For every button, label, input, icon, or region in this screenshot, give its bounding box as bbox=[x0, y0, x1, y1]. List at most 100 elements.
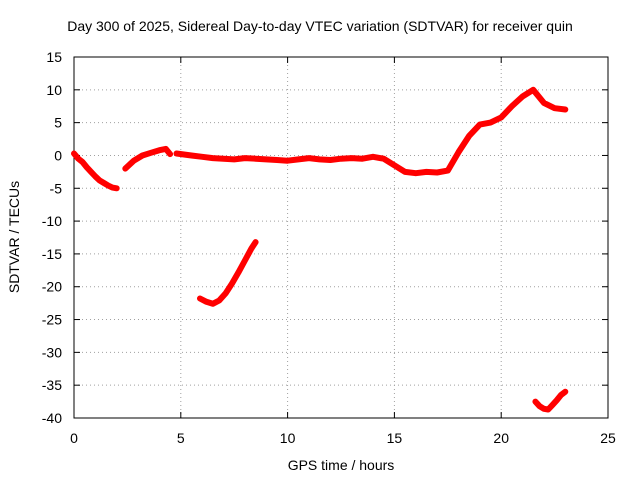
y-tick-label: -5 bbox=[50, 180, 63, 196]
series-line bbox=[197, 239, 259, 307]
data-point bbox=[235, 269, 241, 275]
x-tick-label: 0 bbox=[70, 430, 78, 446]
data-point bbox=[242, 155, 248, 161]
data-point bbox=[545, 406, 551, 412]
y-tick-label: -40 bbox=[42, 410, 62, 426]
data-point bbox=[477, 122, 483, 128]
data-point bbox=[423, 169, 429, 175]
data-point bbox=[558, 392, 564, 398]
y-tick-label: -20 bbox=[42, 279, 62, 295]
data-point bbox=[210, 301, 216, 307]
data-point bbox=[248, 246, 254, 252]
data-point bbox=[71, 150, 77, 156]
data-point bbox=[285, 158, 291, 164]
y-tick-label: -10 bbox=[42, 213, 62, 229]
data-point bbox=[109, 185, 115, 191]
data-point bbox=[466, 133, 472, 139]
data-point bbox=[101, 180, 107, 186]
plot-frame bbox=[73, 56, 609, 419]
data-point bbox=[163, 146, 169, 152]
grid-lines bbox=[74, 57, 608, 418]
data-point bbox=[221, 156, 227, 162]
y-tick-label: -25 bbox=[42, 312, 62, 328]
data-point bbox=[413, 170, 419, 176]
data-point bbox=[263, 156, 269, 162]
data-point bbox=[488, 120, 494, 126]
data-point bbox=[327, 157, 333, 163]
data-point bbox=[84, 164, 90, 170]
data-point bbox=[349, 155, 355, 161]
data-point bbox=[509, 103, 515, 109]
data-point bbox=[97, 177, 103, 183]
data-point bbox=[541, 406, 547, 412]
data-point bbox=[455, 149, 461, 155]
data-point bbox=[223, 290, 229, 296]
data-point bbox=[88, 169, 94, 175]
data-point bbox=[562, 389, 568, 395]
series-line bbox=[122, 145, 174, 172]
data-point bbox=[338, 156, 344, 162]
data-point bbox=[156, 147, 162, 153]
data-point bbox=[253, 239, 259, 245]
data-point bbox=[253, 156, 259, 162]
x-tick-label: 10 bbox=[280, 430, 296, 446]
x-tick-label: 5 bbox=[177, 430, 185, 446]
data-point bbox=[274, 157, 280, 163]
y-tick-label: -35 bbox=[42, 377, 62, 393]
y-tick-label: 15 bbox=[46, 49, 62, 65]
data-point bbox=[139, 152, 145, 158]
data-point bbox=[114, 185, 120, 191]
data-point bbox=[105, 183, 111, 189]
data-point bbox=[295, 156, 301, 162]
data-point bbox=[92, 173, 98, 179]
data-point bbox=[537, 403, 543, 409]
x-tick-label: 25 bbox=[600, 430, 616, 446]
data-point bbox=[434, 170, 440, 176]
x-axis-label: GPS time / hours bbox=[287, 457, 395, 473]
data-point bbox=[210, 155, 216, 161]
data-point bbox=[167, 151, 173, 157]
data-point bbox=[197, 296, 203, 302]
data-point bbox=[532, 399, 538, 405]
data-point bbox=[188, 152, 194, 158]
y-axis-ticks: 15 10 5 0 -5 -10 -15 -20 -25 -30 -35 -40 bbox=[42, 49, 608, 426]
data-point bbox=[498, 114, 504, 120]
data-point bbox=[445, 168, 451, 174]
data-point bbox=[203, 299, 209, 305]
data-point bbox=[131, 158, 137, 164]
data-point bbox=[122, 166, 128, 172]
y-tick-label: -15 bbox=[42, 246, 62, 262]
y-tick-label: -30 bbox=[42, 344, 62, 360]
data-point bbox=[391, 162, 397, 168]
data-point bbox=[231, 156, 237, 162]
data-point bbox=[75, 156, 81, 162]
data-point bbox=[199, 154, 205, 160]
data-point bbox=[317, 156, 323, 162]
data-point bbox=[242, 257, 248, 263]
x-axis-ticks: 0 5 10 15 20 25 bbox=[70, 57, 616, 446]
data-point bbox=[359, 156, 365, 162]
data-point bbox=[552, 105, 558, 111]
data-series bbox=[71, 86, 569, 413]
y-tick-label: 0 bbox=[54, 147, 62, 163]
data-point bbox=[402, 169, 408, 175]
data-point bbox=[381, 156, 387, 162]
x-tick-label: 15 bbox=[387, 430, 403, 446]
data-point bbox=[520, 93, 526, 99]
data-point bbox=[370, 154, 376, 160]
data-point bbox=[216, 298, 222, 304]
data-point bbox=[541, 100, 547, 106]
data-point bbox=[174, 150, 180, 156]
data-point bbox=[530, 87, 536, 93]
data-point bbox=[80, 159, 86, 165]
x-tick-label: 20 bbox=[493, 430, 509, 446]
data-point bbox=[562, 107, 568, 113]
data-point bbox=[148, 150, 154, 156]
data-point bbox=[306, 155, 312, 161]
y-tick-label: 10 bbox=[46, 82, 62, 98]
data-point bbox=[554, 397, 560, 403]
y-tick-label: 5 bbox=[54, 115, 62, 131]
chart-title: Day 300 of 2025, Sidereal Day-to-day VTE… bbox=[67, 18, 573, 34]
data-point bbox=[549, 402, 555, 408]
